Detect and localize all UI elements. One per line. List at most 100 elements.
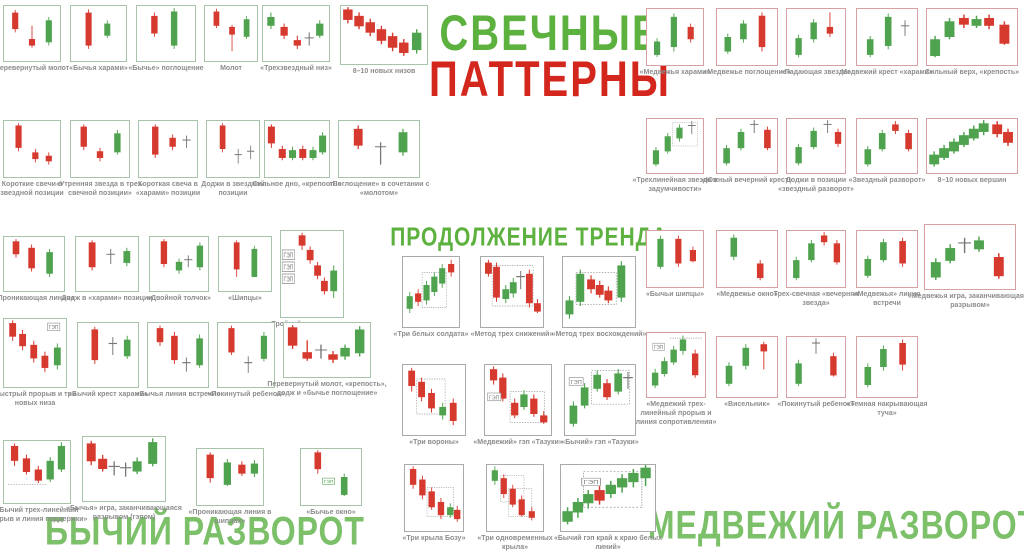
candlestick-mini-chart xyxy=(267,12,324,49)
pattern-box xyxy=(562,256,636,328)
candlestick-mini-chart xyxy=(723,120,771,166)
candlestick-mini-chart xyxy=(408,367,457,426)
candlestick-mini-chart xyxy=(657,235,696,270)
pattern-label: Доджи в звездной позиции xyxy=(201,181,265,197)
bearish-section-title: МЕДВЕЖИЙ РАЗВОРОТ xyxy=(647,502,1024,548)
pattern-label: Медвежий крест «харами» xyxy=(841,69,933,76)
candlestick-mini-chart: ГЭП xyxy=(487,366,548,424)
pattern-label: «Бычья линия встречи» xyxy=(135,391,221,398)
candlestick-mini-chart xyxy=(88,240,131,271)
candlestick-mini-chart: ГЭП xyxy=(9,320,61,373)
pattern-box xyxy=(786,118,846,174)
candlestick-mini-chart xyxy=(930,14,1010,58)
candlestick-mini-chart xyxy=(15,123,52,165)
candlestick-mini-chart xyxy=(730,234,764,281)
pattern-box xyxy=(70,120,130,178)
pattern-label: «Утренняя звезда в трех-свечной позиции» xyxy=(56,181,144,197)
candlestick-mini-chart xyxy=(725,341,768,387)
gap-annotation xyxy=(581,477,601,486)
gap-annotation xyxy=(281,249,295,260)
pattern-label: «Трехлинейная звезда в задумчивости» xyxy=(632,177,718,193)
pattern-label: «Медвежья игра, заканчивающаяся разрывом… xyxy=(908,293,1024,309)
svg-text:ГЭП: ГЭП xyxy=(284,277,294,284)
bullish-section-title: БЫЧИЙ РАЗВОРОТ xyxy=(45,508,365,552)
pattern-label: «Трехзвездный низ» xyxy=(260,65,332,72)
candlestick-mini-chart xyxy=(12,9,52,48)
gap-annotation xyxy=(487,392,502,402)
candlestick-mini-chart xyxy=(565,261,626,319)
pattern-label: «Бычий крест харами» xyxy=(68,391,148,398)
pattern-label: «Медвежье окно» xyxy=(716,291,778,298)
pattern-label: Трех-свечная «вечерняя звезда» xyxy=(773,291,859,307)
pattern-box xyxy=(338,120,420,178)
pattern-box xyxy=(75,236,139,292)
pattern-box: ГЭП xyxy=(3,318,67,388)
pattern-box xyxy=(716,118,778,174)
candlestick-mini-chart xyxy=(654,13,694,58)
pattern-label: «Двойной толчок» xyxy=(147,295,211,302)
pattern-box xyxy=(926,118,1018,174)
pattern-box xyxy=(924,224,1016,290)
svg-text:ГЭП: ГЭП xyxy=(571,380,582,386)
pattern-box: ГЭП xyxy=(560,464,656,532)
candlestick-mini-chart xyxy=(866,13,910,58)
candlestick-mini-chart xyxy=(206,452,259,486)
pattern-label: «Висельник» xyxy=(724,401,770,408)
pattern-box xyxy=(856,336,918,398)
pattern-label: «Темная накрывающая туча» xyxy=(846,401,928,417)
pattern-label: «Проникающая линия в шипцах» xyxy=(188,509,272,525)
candlestick-mini-chart xyxy=(864,121,912,167)
pattern-label: «Бычье» поглощение xyxy=(128,65,204,72)
candlestick-mini-chart xyxy=(267,124,327,161)
main-title-line2: ПАТТЕРНЫ xyxy=(429,52,671,108)
svg-text:ГЭП: ГЭП xyxy=(489,395,500,401)
candlestick-mini-chart xyxy=(151,8,178,49)
pattern-box xyxy=(218,236,272,292)
candlestick-mini-chart xyxy=(353,125,408,165)
candlestick-mini-chart xyxy=(795,338,837,387)
pattern-label: «Метод трех восхождений» xyxy=(551,331,647,338)
pattern-label: Перевернутый молот, «крепость», додж и «… xyxy=(267,381,387,397)
candlestick-mini-chart xyxy=(409,466,461,522)
pattern-label: «Три одновременных крыла» xyxy=(477,535,553,551)
pattern-box xyxy=(856,8,918,66)
candlestick-mini-chart xyxy=(213,8,250,52)
pattern-box xyxy=(404,464,464,532)
pattern-label: Доджи в позиции «звездный разворот» xyxy=(778,177,854,193)
main-title-line1: СВЕЧНЫЕ xyxy=(439,6,661,62)
pattern-label: «Метод трех снижений» xyxy=(470,331,554,338)
candlestick-mini-chart: ГЭП xyxy=(314,450,348,497)
candlestick-mini-chart xyxy=(85,9,111,49)
pattern-label: «Медвежий трех-линейный прорыв и линия с… xyxy=(635,401,717,426)
candlestick-mini-chart xyxy=(156,325,203,372)
pattern-label: «Поглощение» в сочетании с «молотом» xyxy=(328,181,430,197)
pattern-box xyxy=(480,256,544,328)
candlestick-mini-chart: ГЭП xyxy=(568,369,633,427)
candlestick-mini-chart xyxy=(91,326,131,364)
pattern-label: «Бычий гэп край к краю белых линий» xyxy=(554,535,662,551)
pattern-label: Сильное дно, «крепость» xyxy=(252,181,342,188)
candlestick-mini-chart xyxy=(864,339,906,388)
pattern-label: «Бычья» игра, заканчивающаяся разрывом (… xyxy=(66,505,182,521)
pattern-box xyxy=(856,230,918,288)
svg-text:ГЭП: ГЭП xyxy=(284,253,294,260)
pattern-box xyxy=(716,230,778,288)
gap-annotation xyxy=(568,377,584,386)
pattern-box: ГЭП xyxy=(484,364,552,436)
pattern-box xyxy=(217,322,275,388)
candlestick-mini-chart xyxy=(287,325,365,363)
candlestick-mini-chart xyxy=(160,239,204,274)
svg-text:ГЭП: ГЭП xyxy=(654,345,664,351)
pattern-box xyxy=(82,436,166,502)
pattern-box xyxy=(716,8,778,66)
pattern-box xyxy=(786,8,846,66)
pattern-box xyxy=(264,120,330,178)
pattern-label: «Шипцы» xyxy=(228,295,262,302)
candlestick-mini-chart xyxy=(80,124,121,162)
candlestick-mini-chart xyxy=(864,237,906,279)
gap-annotation xyxy=(652,342,665,351)
pattern-label: «Три белых солдата» xyxy=(393,331,469,338)
candlestick-mini-chart: ГЭП ГЭП ГЭП xyxy=(281,232,338,299)
pattern-box xyxy=(786,230,846,288)
